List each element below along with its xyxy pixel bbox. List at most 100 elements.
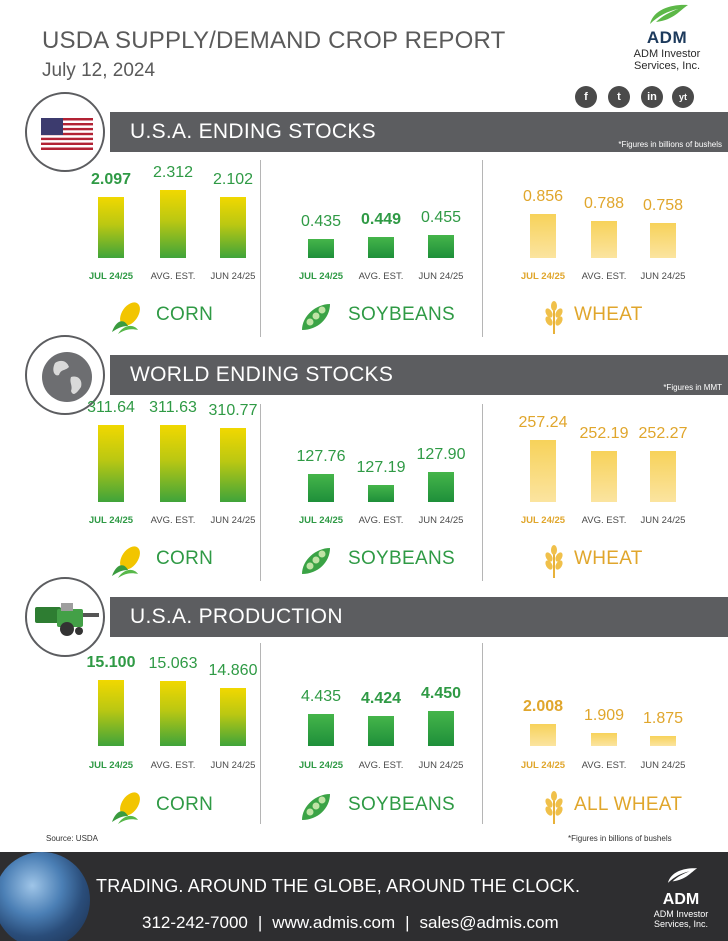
bar-corn [160,190,186,258]
data-label: 0.758 [642,197,684,214]
bar-wheat [650,451,676,502]
category-label: JUN 24/25 [640,271,686,282]
soybean-icon [302,548,330,574]
linkedin-icon[interactable]: in [641,86,663,108]
crop-label: CORN [156,794,214,815]
earth-globe-image [0,852,90,941]
bar-soybeans [428,711,454,746]
bar-soybeans [428,472,454,502]
us-flag-icon [25,92,105,172]
source-label: Source: USDA [46,834,99,843]
company-name-line2: Services, Inc. [633,60,701,72]
category-label: AVG. EST. [358,760,404,771]
category-label: AVG. EST. [150,760,196,771]
data-label: 15.100 [86,654,136,671]
category-label: JUN 24/25 [640,760,686,771]
bar-soybeans [368,716,394,746]
data-label: 1.875 [642,710,684,727]
column-divider [482,160,483,337]
data-label: 0.455 [420,209,462,226]
bar-wheat [650,223,676,258]
data-label: 311.63 [149,399,197,416]
data-label: 257.24 [518,414,568,431]
corn-icon [112,302,140,334]
bar-soybeans [428,235,454,258]
column-divider [482,404,483,581]
category-label: JUL 24/25 [520,515,566,526]
category-label: JUL 24/25 [520,271,566,282]
data-label: 4.424 [360,690,402,707]
data-label: 4.435 [300,688,342,705]
category-label: JUL 24/25 [88,760,134,771]
section-title: WORLD ENDING STOCKS [130,363,394,386]
bar-soybeans [368,237,394,258]
data-label: 2.312 [152,164,194,181]
soybean-icon [302,304,330,330]
bar-wheat [530,214,556,258]
category-label: JUL 24/25 [298,760,344,771]
website-link[interactable]: www.admis.com [272,913,396,932]
soybean-icon [302,794,330,820]
footer-tagline: TRADING. AROUND THE GLOBE, AROUND THE CL… [96,876,581,896]
bar-all-wheat [530,724,556,746]
bar-soybeans [308,239,334,258]
crop-label: ALL WHEAT [574,794,683,815]
data-label: 15.063 [148,655,198,672]
wheat-icon [545,545,563,578]
category-label: JUN 24/25 [210,271,256,282]
twitter-icon[interactable]: t [608,86,630,108]
category-label: JUN 24/25 [210,515,256,526]
data-label: 310.77 [208,402,258,419]
footer-contact: 312-242-7000 | www.admis.com | sales@admis.c… [142,913,559,932]
crop-label: SOYBEANS [348,304,455,325]
category-label: AVG. EST. [581,271,627,282]
footer-logo-text: ADM [662,891,700,908]
data-label: 2.097 [90,171,132,188]
adm-logo[interactable]: ADM ADM Investor Services, Inc. [612,2,722,72]
youtube-icon[interactable]: yt [672,86,694,108]
bar-corn [98,425,124,502]
adm-leaf-icon [667,868,698,883]
category-label: JUL 24/25 [88,271,134,282]
unit-note: *Figures in MMT [663,383,722,392]
email-link[interactable]: sales@admis.com [419,913,559,932]
bar-soybeans [308,714,334,746]
data-label: 252.27 [638,425,688,442]
section-bar-usa-ending-stocks: U.S.A. ENDING STOCKS *Figures in billion… [110,112,728,152]
data-label: 127.90 [416,446,466,463]
category-label: AVG. EST. [150,271,196,282]
globe-icon [25,335,105,415]
bar-all-wheat [650,736,676,746]
column-divider [260,160,261,337]
adm-leaf-icon [650,4,688,24]
footer-adm-logo[interactable]: ADM ADM Investor Services, Inc. [646,866,716,929]
bar-wheat [591,451,617,502]
data-label: 311.64 [87,399,135,416]
category-label: JUL 24/25 [520,760,566,771]
company-name-line1: ADM Investor [633,48,701,60]
footer-company-line2: Services, Inc. [653,919,709,929]
category-label: AVG. EST. [581,760,627,771]
data-label: 2.102 [212,171,254,188]
category-label: JUN 24/25 [418,271,464,282]
category-label: JUN 24/25 [418,760,464,771]
section-title: U.S.A. ENDING STOCKS [130,120,376,143]
phone-link[interactable]: 312-242-7000 [142,913,248,932]
bar-wheat [591,221,617,258]
data-label: 14.860 [208,662,258,679]
crop-label: SOYBEANS [348,794,455,815]
category-label: JUL 24/25 [298,271,344,282]
data-label: 127.76 [296,448,346,465]
corn-icon [112,546,140,578]
section-bar-world-ending-stocks: WORLD ENDING STOCKS *Figures in MMT [110,355,728,395]
footer-company-line1: ADM Investor [653,909,709,919]
category-label: JUL 24/25 [88,515,134,526]
column-divider [260,404,261,581]
bar-corn [98,680,124,746]
section-title: U.S.A. PRODUCTION [130,605,343,628]
column-divider [260,643,261,824]
data-label: 252.19 [579,425,629,442]
facebook-icon[interactable]: f [575,86,597,108]
crop-label: WHEAT [574,304,643,325]
section-bar-usa-production: U.S.A. PRODUCTION [110,597,728,637]
